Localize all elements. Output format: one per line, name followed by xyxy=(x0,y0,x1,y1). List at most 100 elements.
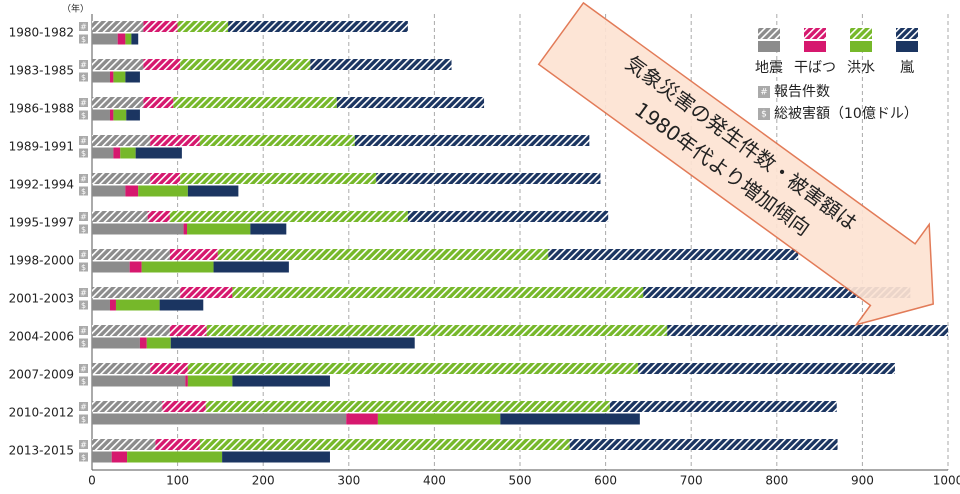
bar-segment xyxy=(336,97,485,108)
y-tick-label: 1980-1982 xyxy=(9,26,74,40)
bar-segment xyxy=(162,401,206,412)
measure-icon-text: $ xyxy=(81,453,86,462)
measure-icon-text: $ xyxy=(81,35,86,44)
bar-segment xyxy=(92,287,181,298)
x-tick-label: 0 xyxy=(88,474,96,488)
bar-segment xyxy=(113,71,126,83)
measure-icon xyxy=(79,262,88,272)
measure-icon-text: $ xyxy=(81,263,86,272)
bar-segment xyxy=(143,21,178,32)
measure-icon xyxy=(79,326,88,335)
legend-icon-text: # xyxy=(760,88,768,98)
measure-icon xyxy=(79,288,88,297)
bar-segment xyxy=(131,33,139,45)
measure-icon xyxy=(79,338,88,348)
x-tick-label: 1000 xyxy=(933,474,960,488)
bar-segment xyxy=(113,109,127,121)
bar-segment xyxy=(667,325,948,336)
bar-segment xyxy=(354,135,590,146)
measure-icon xyxy=(79,452,88,462)
measure-icon xyxy=(79,224,88,234)
bar-segment xyxy=(187,223,251,235)
measure-icon xyxy=(79,60,88,69)
bar-segment xyxy=(187,375,233,387)
measure-icon xyxy=(79,174,88,183)
measure-icon xyxy=(79,110,88,120)
measure-icon xyxy=(79,300,88,310)
bar-segment xyxy=(169,325,207,336)
x-tick-label: 500 xyxy=(509,474,532,488)
bar-segment xyxy=(643,287,911,298)
bar-segment xyxy=(125,185,139,197)
measure-icon xyxy=(79,34,88,44)
bar-segment xyxy=(92,223,184,235)
measure-icon-text: # xyxy=(80,251,87,260)
y-tick-label: 1983-1985 xyxy=(9,64,74,78)
bar-segment xyxy=(117,33,126,45)
bar-segment xyxy=(407,211,609,222)
measure-icon-text: $ xyxy=(81,377,86,386)
bar-segment xyxy=(377,413,501,425)
bar-segment xyxy=(92,249,170,260)
bar-segment xyxy=(180,173,377,184)
measure-icon xyxy=(79,212,88,221)
x-tick-label: 700 xyxy=(680,474,703,488)
bar-segment xyxy=(155,439,200,450)
bar-segment xyxy=(92,135,151,146)
measure-icon-text: # xyxy=(80,61,87,70)
measure-icon xyxy=(79,186,88,196)
bar-segment xyxy=(125,33,132,45)
bar-segment xyxy=(569,439,838,450)
measure-icon xyxy=(79,250,88,259)
legend-swatch xyxy=(850,41,872,52)
bar-segment xyxy=(187,185,239,197)
y-tick-label: 1992-1994 xyxy=(9,178,74,192)
bar-segment xyxy=(92,59,144,70)
measure-icon-text: $ xyxy=(81,111,86,120)
measure-icon-text: $ xyxy=(81,339,86,348)
measure-icon-text: $ xyxy=(81,225,86,234)
bar-segment xyxy=(169,211,408,222)
measure-icon xyxy=(79,376,88,386)
legend-swatch xyxy=(758,28,780,39)
bar-segment xyxy=(92,363,151,374)
measure-icon xyxy=(79,402,88,411)
bar-segment xyxy=(120,147,136,159)
bar-segment xyxy=(376,173,601,184)
measure-icon xyxy=(79,414,88,424)
legend-label: 嵐 xyxy=(900,60,914,76)
bar-segment xyxy=(217,249,549,260)
bar-segment xyxy=(346,413,378,425)
bar-segment xyxy=(92,401,163,412)
bar-segment xyxy=(173,97,337,108)
bar-segment xyxy=(92,325,170,336)
bar-segment xyxy=(232,375,330,387)
measure-icon xyxy=(79,440,88,449)
legend-label: 地震 xyxy=(755,60,783,76)
measure-icon-text: # xyxy=(80,99,87,108)
bar-segment xyxy=(222,451,330,463)
x-tick-label: 400 xyxy=(423,474,446,488)
bar-segment xyxy=(127,451,223,463)
bar-segment xyxy=(92,33,118,45)
bar-segment xyxy=(150,363,188,374)
bar-segment xyxy=(113,147,121,159)
y-tick-label: 2004-2006 xyxy=(9,330,74,344)
annotation-arrow xyxy=(537,1,934,327)
bar-segment xyxy=(92,173,151,184)
bar-segment xyxy=(199,439,570,450)
bar-segment xyxy=(111,451,128,463)
bar-segment xyxy=(139,337,147,349)
bar-segment xyxy=(185,375,188,387)
bar-segment xyxy=(177,21,229,32)
measure-icon xyxy=(79,364,88,373)
measure-icon xyxy=(79,98,88,107)
legend-icon xyxy=(758,108,770,120)
measure-icon-text: # xyxy=(80,23,87,32)
bar-segment xyxy=(109,299,116,311)
bar-segment xyxy=(170,337,415,349)
bar-segment xyxy=(92,261,130,273)
legend-label: 干ばつ xyxy=(794,60,836,76)
measure-icon-text: $ xyxy=(81,149,86,158)
bar-segment xyxy=(92,211,148,222)
